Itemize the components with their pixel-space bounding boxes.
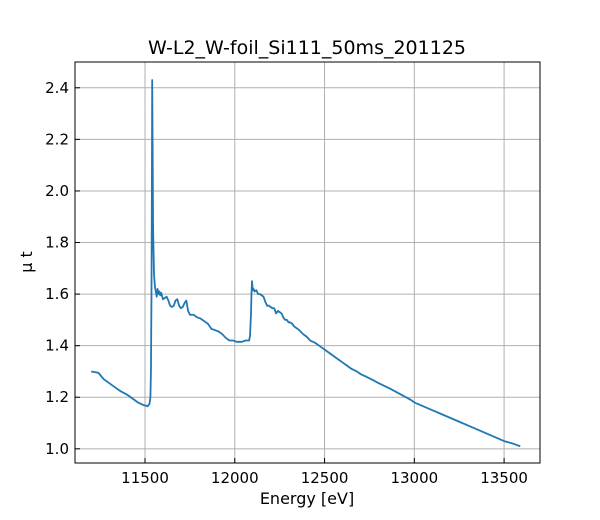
- x-axis-label: Energy [eV]: [260, 489, 354, 508]
- y-tick-label: 1.6: [45, 285, 69, 303]
- x-tick-label: 11500: [121, 469, 169, 487]
- chart-title: W-L2_W-foil_Si111_50ms_201125: [148, 37, 466, 59]
- plot-frame: [74, 61, 541, 464]
- x-tick-label: 13000: [390, 469, 438, 487]
- x-axis-ticks: 11500 12000 12500 13000 13500: [121, 458, 528, 487]
- y-tick-label: 1.2: [45, 388, 69, 406]
- grid-lines: [75, 62, 540, 463]
- x-tick-label: 12500: [301, 469, 349, 487]
- x-tick-label: 12000: [211, 469, 259, 487]
- x-tick-label: 13500: [480, 469, 528, 487]
- y-tick-label: 2.2: [45, 130, 69, 148]
- series-line: [91, 79, 521, 448]
- y-tick-label: 2.0: [45, 182, 69, 200]
- y-axis-ticks: 1.0 1.2 1.4 1.6 1.8 2.0 2.2 2.4: [45, 79, 80, 458]
- y-axis-label: μ t: [17, 251, 36, 273]
- y-tick-label: 1.4: [45, 337, 69, 355]
- y-tick-label: 1.0: [45, 440, 69, 458]
- y-tick-label: 2.4: [45, 79, 69, 97]
- y-tick-label: 1.8: [45, 234, 69, 252]
